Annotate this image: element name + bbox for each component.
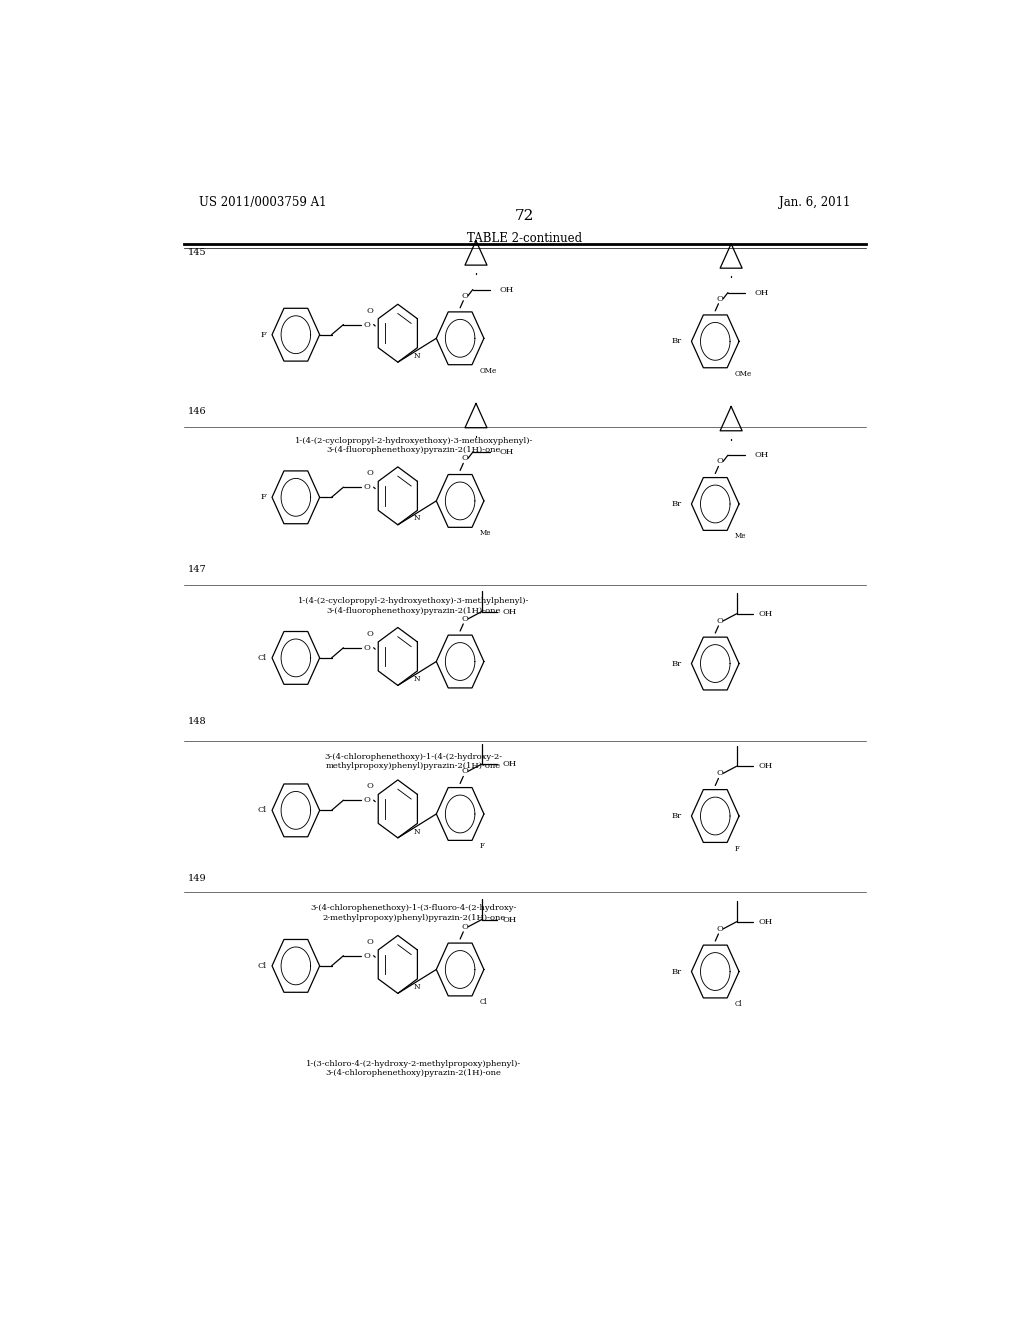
Text: O: O [367, 937, 374, 946]
Text: Br: Br [672, 812, 682, 820]
Text: OH: OH [758, 762, 772, 770]
Text: Cl: Cl [257, 653, 266, 661]
Text: Cl: Cl [480, 998, 487, 1006]
Text: 145: 145 [187, 248, 206, 257]
Text: O: O [367, 469, 374, 478]
Text: Jan. 6, 2011: Jan. 6, 2011 [779, 195, 850, 209]
Text: N: N [414, 675, 421, 682]
Text: 1-(3-chloro-4-(2-hydroxy-2-methylpropoxy)phenyl)-
3-(4-chlorophenethoxy)pyrazin-: 1-(3-chloro-4-(2-hydroxy-2-methylpropoxy… [306, 1060, 521, 1077]
Text: OH: OH [500, 447, 514, 457]
Text: F: F [261, 494, 266, 502]
Text: 149: 149 [187, 874, 206, 883]
Text: US 2011/0003759 A1: US 2011/0003759 A1 [200, 195, 327, 209]
Text: Cl: Cl [257, 962, 266, 970]
Text: Cl: Cl [735, 1001, 742, 1008]
Text: Me: Me [480, 529, 492, 537]
Text: Me: Me [735, 532, 746, 540]
Text: O: O [364, 952, 371, 960]
Text: 146: 146 [187, 408, 206, 416]
Text: OH: OH [755, 289, 769, 297]
Text: O: O [717, 616, 724, 624]
Text: N: N [414, 983, 421, 991]
Text: O: O [462, 615, 468, 623]
Text: OH: OH [758, 917, 772, 925]
Text: N: N [414, 515, 421, 523]
Text: OH: OH [503, 760, 517, 768]
Text: O: O [717, 294, 724, 302]
Text: O: O [717, 925, 724, 933]
Text: OMe: OMe [480, 367, 498, 375]
Text: O: O [364, 644, 371, 652]
Text: F: F [261, 331, 266, 339]
Text: O: O [367, 783, 374, 791]
Text: 3-(4-chlorophenethoxy)-1-(3-fluoro-4-(2-hydroxy-
2-methylpropoxy)phenyl)pyrazin-: 3-(4-chlorophenethoxy)-1-(3-fluoro-4-(2-… [310, 904, 517, 921]
Text: O: O [462, 454, 468, 462]
Text: O: O [717, 770, 724, 777]
Text: O: O [364, 483, 371, 491]
Text: N: N [414, 828, 421, 836]
Text: 148: 148 [187, 718, 206, 726]
Text: Br: Br [672, 660, 682, 668]
Text: Cl: Cl [257, 807, 266, 814]
Text: OMe: OMe [735, 370, 753, 378]
Text: O: O [367, 306, 374, 314]
Text: 3-(4-chlorophenethoxy)-1-(4-(2-hydroxy-2-
methylpropoxy)phenyl)pyrazin-2(1H)-one: 3-(4-chlorophenethoxy)-1-(4-(2-hydroxy-2… [325, 752, 503, 770]
Text: N: N [414, 352, 421, 360]
Text: TABLE 2-continued: TABLE 2-continued [467, 231, 583, 244]
Text: Br: Br [672, 338, 682, 346]
Text: OH: OH [503, 916, 517, 924]
Text: OH: OH [758, 610, 772, 618]
Text: O: O [462, 292, 468, 300]
Text: 1-(4-(2-cyclopropyl-2-hydroxyethoxy)-3-methylphenyl)-
3-(4-fluorophenethoxy)pyra: 1-(4-(2-cyclopropyl-2-hydroxyethoxy)-3-m… [298, 598, 529, 615]
Text: 72: 72 [515, 210, 535, 223]
Text: OH: OH [503, 607, 517, 615]
Text: O: O [364, 321, 371, 329]
Text: O: O [717, 457, 724, 465]
Text: O: O [462, 767, 468, 775]
Text: OH: OH [500, 285, 514, 293]
Text: F: F [735, 845, 740, 853]
Text: F: F [480, 842, 484, 850]
Text: O: O [462, 923, 468, 931]
Text: O: O [364, 796, 371, 804]
Text: Br: Br [672, 968, 682, 975]
Text: 1-(4-(2-cyclopropyl-2-hydroxyethoxy)-3-methoxyphenyl)-
3-(4-fluorophenethoxy)pyr: 1-(4-(2-cyclopropyl-2-hydroxyethoxy)-3-m… [295, 437, 532, 454]
Text: 147: 147 [187, 565, 206, 574]
Text: Br: Br [672, 500, 682, 508]
Text: O: O [367, 630, 374, 638]
Text: OH: OH [755, 451, 769, 459]
